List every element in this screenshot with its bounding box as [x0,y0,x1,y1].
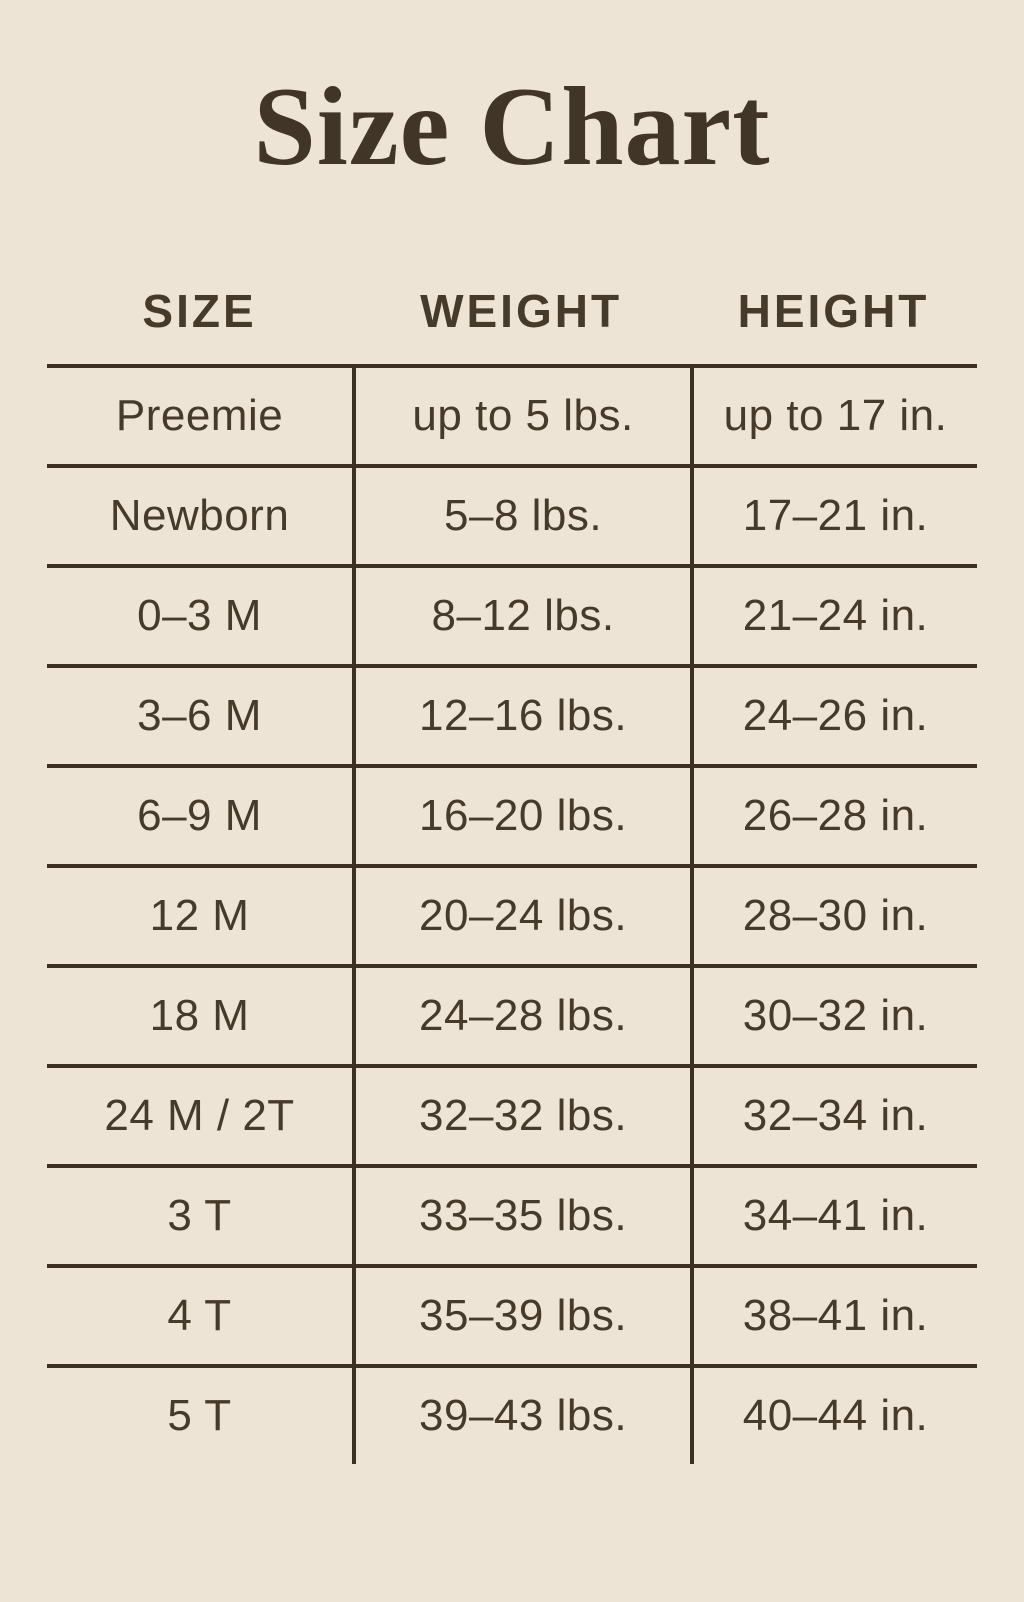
table-body: Preemie up to 5 lbs. up to 17 in. Newborn 5–… [47,364,977,1465]
column-header-size: SIZE [142,285,257,338]
table-row: 0–3 M 8–12 lbs. 21–24 in. [47,564,977,665]
table-row: Newborn 5–8 lbs. 17–21 in. [47,464,977,565]
size-cell: 12 M [149,891,250,941]
height-cell: 26–28 in. [690,768,977,865]
size-cell: 0–3 M [137,591,262,641]
table-row: 24 M / 2T 32–32 lbs. 32–34 in. [47,1064,977,1165]
weight-cell: up to 5 lbs. [352,368,690,465]
weight-cell: 39–43 lbs. [352,1368,690,1465]
table-row: 5 T 39–43 lbs. 40–44 in. [47,1364,977,1465]
column-header-height: HEIGHT [737,285,930,338]
height-cell: 30–32 in. [690,968,977,1065]
height-cell: 24–26 in. [690,668,977,765]
height-cell: 21–24 in. [690,568,977,665]
size-cell: 3 T [167,1191,232,1241]
table-row: 4 T 35–39 lbs. 38–41 in. [47,1264,977,1365]
weight-cell: 33–35 lbs. [352,1168,690,1265]
table-row: 3 T 33–35 lbs. 34–41 in. [47,1164,977,1265]
weight-cell: 20–24 lbs. [352,868,690,965]
height-cell: 40–44 in. [690,1368,977,1465]
size-chart-table: SIZE WEIGHT HEIGHT Preemie up to 5 lbs. up… [47,189,977,1465]
size-cell: 5 T [167,1391,232,1441]
weight-cell: 12–16 lbs. [352,668,690,765]
size-cell: 6–9 M [137,791,262,841]
table-header-row: SIZE WEIGHT HEIGHT [47,189,977,364]
size-cell: 18 M [149,991,250,1041]
weight-cell: 5–8 lbs. [352,468,690,565]
height-cell: 28–30 in. [690,868,977,965]
weight-cell: 8–12 lbs. [352,568,690,665]
weight-cell: 35–39 lbs. [352,1268,690,1365]
height-cell: 32–34 in. [690,1068,977,1165]
table-row: 12 M 20–24 lbs. 28–30 in. [47,864,977,965]
column-header-weight: WEIGHT [420,285,623,338]
table-row: 6–9 M 16–20 lbs. 26–28 in. [47,764,977,865]
size-cell: 4 T [167,1291,232,1341]
table-row: Preemie up to 5 lbs. up to 17 in. [47,364,977,465]
weight-cell: 24–28 lbs. [352,968,690,1065]
size-cell: Preemie [115,391,284,441]
height-cell: 38–41 in. [690,1268,977,1365]
size-cell: 3–6 M [137,691,262,741]
table-row: 3–6 M 12–16 lbs. 24–26 in. [47,664,977,765]
size-cell: 24 M / 2T [104,1091,295,1141]
table-row: 18 M 24–28 lbs. 30–32 in. [47,964,977,1065]
weight-cell: 32–32 lbs. [352,1068,690,1165]
size-cell: Newborn [109,491,290,541]
weight-cell: 16–20 lbs. [352,768,690,865]
height-cell: 17–21 in. [690,468,977,565]
page-title: Size Chart [253,65,771,189]
height-cell: 34–41 in. [690,1168,977,1265]
height-cell: up to 17 in. [690,368,977,465]
